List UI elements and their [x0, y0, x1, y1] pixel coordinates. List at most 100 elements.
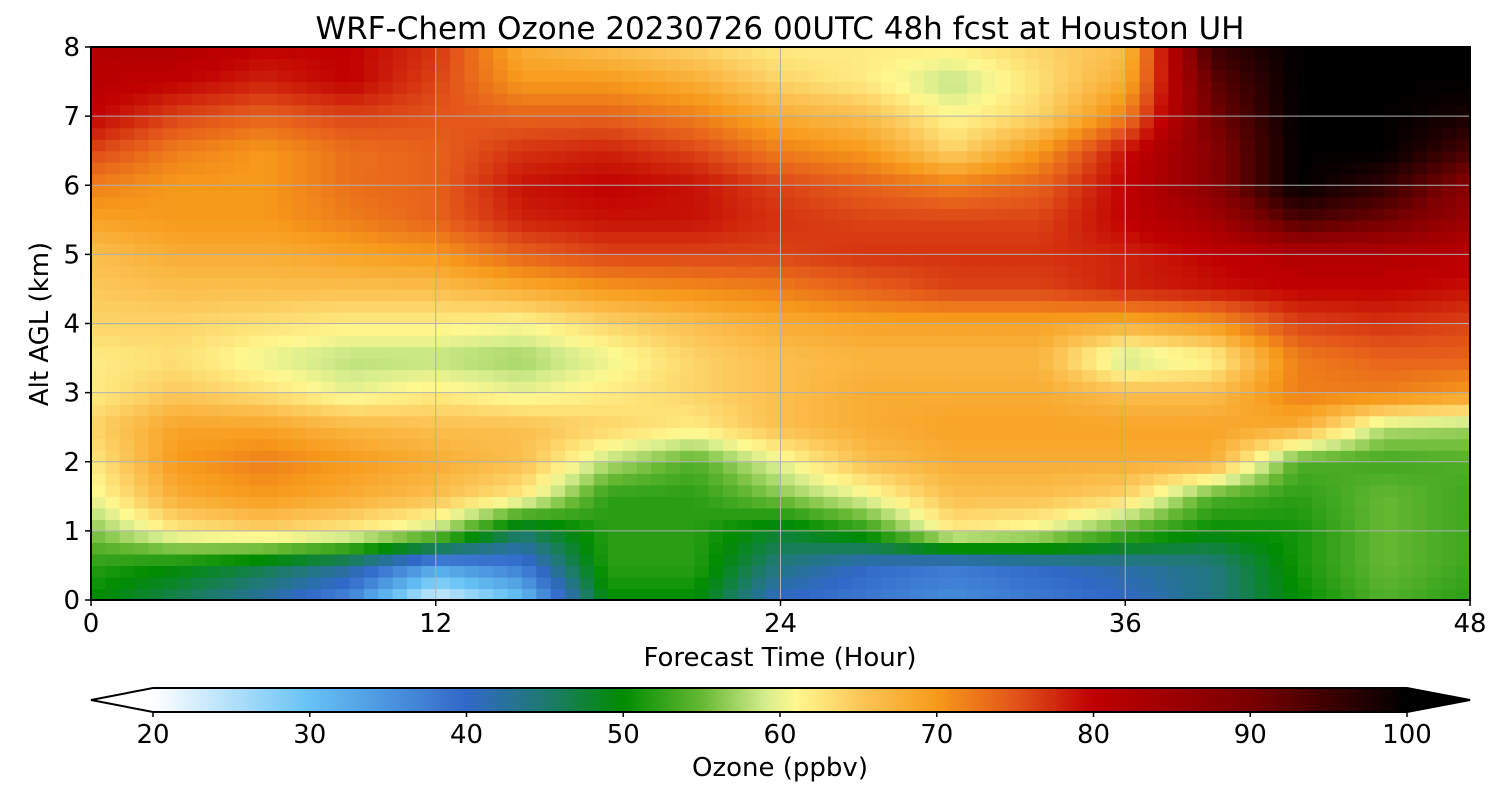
heatmap-cell — [636, 116, 652, 129]
heatmap-cell — [1024, 346, 1040, 359]
heatmap-cell — [134, 496, 150, 509]
heatmap-cell — [507, 104, 523, 117]
heatmap-cell — [967, 519, 983, 532]
heatmap-cell — [493, 450, 509, 463]
heatmap-cell — [162, 93, 178, 106]
heatmap-cell — [421, 323, 437, 336]
heatmap-cell — [249, 139, 264, 152]
heatmap-cell — [1211, 150, 1227, 163]
heatmap-cell — [881, 473, 897, 486]
heatmap-cell — [1455, 150, 1470, 163]
heatmap-cell — [277, 58, 293, 71]
heatmap-cell — [162, 196, 178, 209]
heatmap-cell — [249, 450, 264, 463]
heatmap-cell — [1110, 542, 1126, 555]
heatmap-cell — [349, 70, 365, 83]
heatmap-cell — [1441, 565, 1457, 578]
heatmap-cell — [981, 70, 997, 83]
heatmap-cell — [320, 335, 336, 348]
heatmap-cell — [622, 369, 638, 382]
heatmap-cell — [1311, 553, 1327, 567]
heatmap-cell — [995, 150, 1011, 163]
heatmap-cell — [263, 496, 279, 509]
heatmap-cell — [565, 208, 580, 221]
heatmap-cell — [1412, 553, 1428, 567]
heatmap-cell — [1254, 346, 1270, 359]
heatmap-cell — [837, 323, 853, 336]
heatmap-cell — [1412, 473, 1428, 486]
heatmap-cell — [852, 358, 868, 371]
heatmap-cell — [1225, 254, 1241, 267]
heatmap-cell — [1182, 335, 1198, 348]
heatmap-cell — [148, 93, 164, 106]
heatmap-cell — [952, 358, 968, 371]
heatmap-cell — [536, 162, 552, 175]
heatmap-cell — [924, 196, 940, 209]
heatmap-cell — [837, 461, 853, 474]
heatmap-cell — [1010, 404, 1026, 417]
heatmap-cell — [306, 288, 322, 302]
heatmap-cell — [1426, 47, 1442, 60]
heatmap-cell — [766, 311, 782, 325]
heatmap-cell — [1110, 530, 1126, 543]
heatmap-cell — [220, 415, 236, 428]
heatmap-cell — [320, 47, 336, 60]
heatmap-cell — [723, 173, 738, 186]
heatmap-cell — [1455, 565, 1470, 578]
heatmap-cell — [91, 507, 106, 520]
heatmap-cell — [450, 265, 466, 279]
heatmap-cell — [852, 254, 868, 267]
heatmap-cell — [1168, 127, 1184, 140]
heatmap-cell — [636, 369, 652, 382]
heatmap-cell — [119, 185, 135, 198]
heatmap-cell — [148, 150, 164, 163]
heatmap-cell — [119, 104, 135, 117]
heatmap-cell — [1355, 415, 1371, 428]
heatmap-cell — [1153, 450, 1169, 463]
heatmap-cell — [809, 150, 825, 163]
heatmap-cell — [723, 242, 738, 255]
heatmap-cell — [335, 461, 351, 474]
heatmap-cell — [1340, 47, 1356, 60]
heatmap-cell — [1355, 231, 1371, 244]
heatmap-cell — [263, 162, 279, 175]
heatmap-cell — [679, 507, 695, 520]
heatmap-cell — [1326, 93, 1342, 106]
heatmap-cell — [119, 461, 135, 474]
heatmap-cell — [766, 553, 782, 567]
heatmap-cell — [148, 507, 164, 520]
heatmap-cell — [205, 369, 221, 382]
heatmap-cell — [263, 530, 279, 543]
heatmap-cell — [723, 542, 738, 555]
heatmap-cell — [708, 553, 724, 567]
heatmap-cell — [1412, 576, 1428, 590]
heatmap-cell — [277, 47, 293, 60]
heatmap-cell — [1197, 369, 1213, 382]
heatmap-cell — [1297, 438, 1313, 451]
heatmap-cell — [967, 415, 983, 428]
heatmap-cell — [809, 542, 825, 555]
heatmap-cell — [1197, 358, 1213, 371]
heatmap-cell — [292, 335, 308, 348]
heatmap-cell — [694, 185, 710, 198]
heatmap-cell — [320, 116, 336, 129]
heatmap-cell — [1139, 219, 1155, 232]
heatmap-cell — [1153, 496, 1169, 509]
heatmap-cell — [1125, 507, 1141, 520]
heatmap-cell — [1168, 553, 1184, 567]
heatmap-cell — [1383, 392, 1399, 405]
heatmap-cell — [708, 231, 724, 244]
heatmap-cell — [335, 404, 351, 417]
heatmap-cell — [723, 392, 738, 405]
heatmap-cell — [1110, 139, 1126, 152]
heatmap-cell — [277, 300, 293, 313]
heatmap-cell — [881, 231, 897, 244]
heatmap-cell — [1283, 208, 1299, 221]
heatmap-cell — [967, 127, 983, 140]
heatmap-cell — [349, 530, 365, 543]
heatmap-cell — [1268, 369, 1284, 382]
heatmap-cell — [766, 358, 782, 371]
heatmap-cell — [636, 530, 652, 543]
heatmap-cell — [134, 81, 150, 94]
heatmap-cell — [162, 139, 178, 152]
